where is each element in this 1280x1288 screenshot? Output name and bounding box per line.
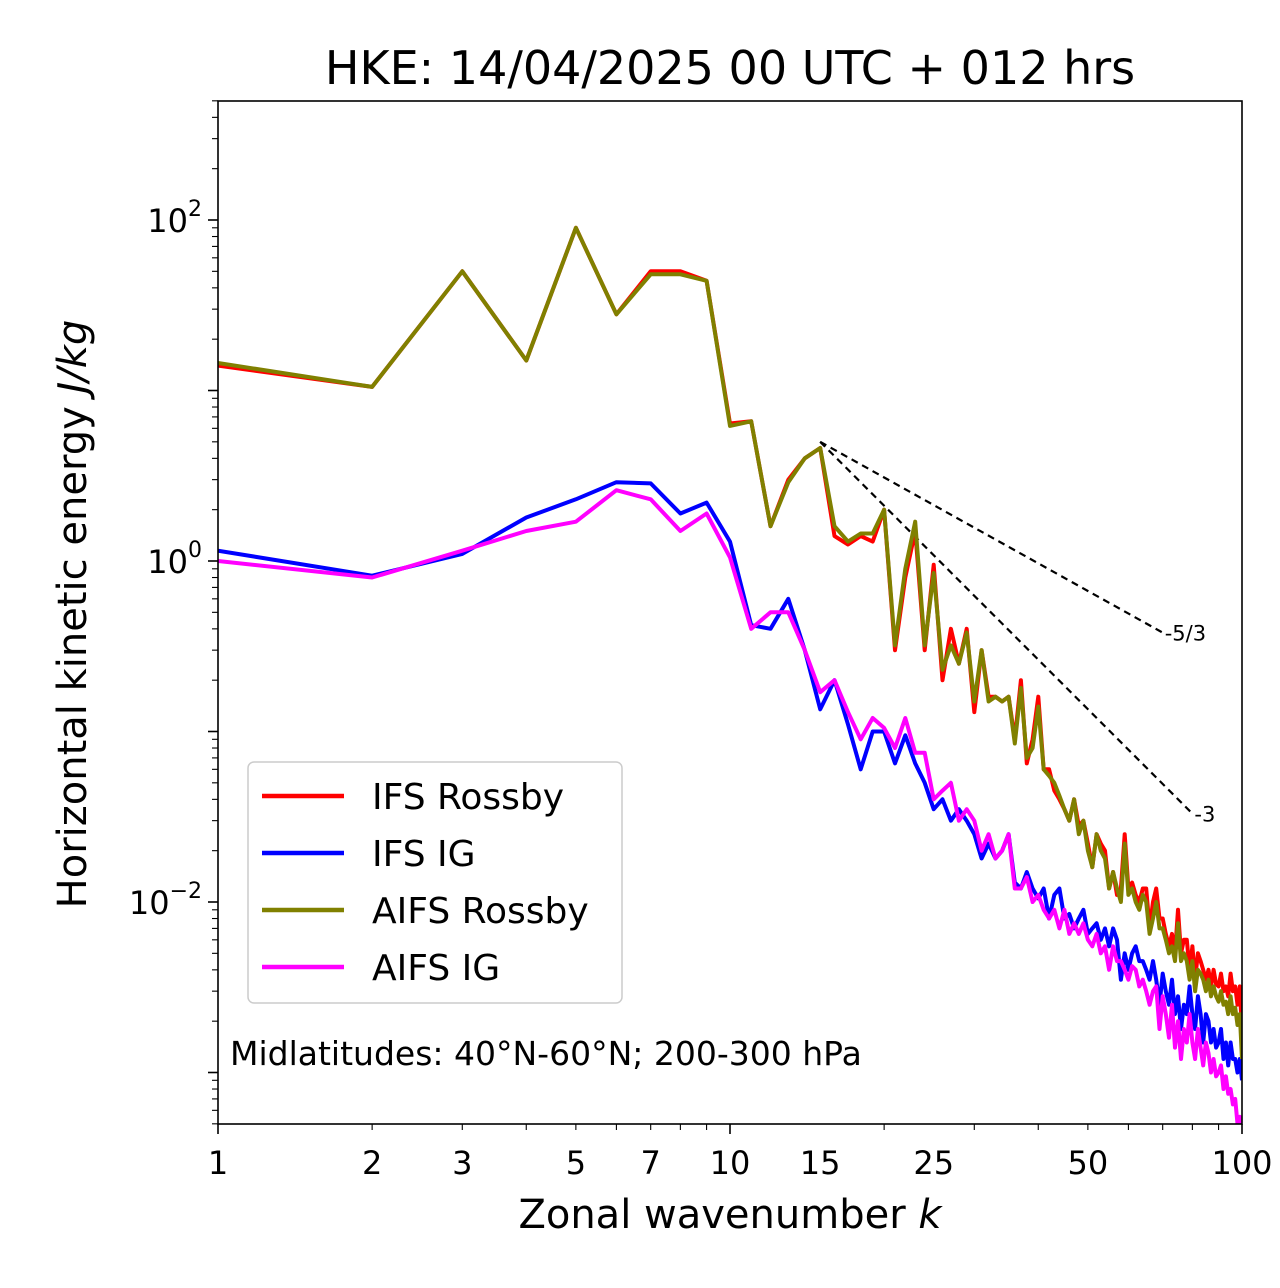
legend-label: IFS Rossby xyxy=(372,777,564,818)
legend-box xyxy=(247,761,623,1004)
legend-label: IFS IG xyxy=(372,834,476,875)
reference-slope-label: -3 xyxy=(1194,803,1215,827)
x-tick-label: 3 xyxy=(452,1144,472,1182)
x-tick-label: 100 xyxy=(1211,1144,1272,1182)
y-tick-labels: 102 100 10−2 xyxy=(129,197,202,922)
chart-title: HKE: 14/04/2025 00 UTC + 012 hrs xyxy=(325,41,1135,95)
series-line-aifs-rossby xyxy=(218,225,1242,1060)
y-tick-label: 100 xyxy=(147,538,202,581)
x-tick-label: 15 xyxy=(800,1144,841,1182)
x-axis-label: Zonal wavenumber k xyxy=(518,1192,943,1238)
y-axis-label-text: Horizontal kinetic energy xyxy=(50,406,96,908)
series-line-aifs-ig xyxy=(218,488,1242,1124)
plot-frame xyxy=(217,100,1243,1125)
x-axis-label-text: Zonal wavenumber xyxy=(518,1192,906,1238)
x-tick-label: 10 xyxy=(710,1144,751,1182)
series-line-ifs-ig xyxy=(218,480,1242,1081)
y-tick-label: 10−2 xyxy=(129,879,202,922)
y-axis-label-unit: J/kg xyxy=(50,320,96,401)
x-axis-label-symbol: k xyxy=(918,1192,943,1238)
legend: IFS Rossby IFS IG AIFS Rossby AIFS IG xyxy=(247,761,623,1004)
x-tick-label: 2 xyxy=(362,1144,382,1182)
series-lines xyxy=(218,225,1242,1124)
x-tick-label: 25 xyxy=(913,1144,954,1182)
reference-slope-line xyxy=(819,441,1194,815)
reference-lines xyxy=(819,440,1194,815)
x-tick-label: 5 xyxy=(566,1144,586,1182)
y-tick-label: 102 xyxy=(147,197,202,240)
x-tick-labels: 1 2 3 5 7 10 15 25 50 100 xyxy=(208,1144,1273,1182)
reference-slope-label: -5/3 xyxy=(1165,622,1206,646)
y-axis-label: Horizontal kinetic energy J/kg xyxy=(50,320,96,909)
legend-label: AIFS IG xyxy=(372,948,500,989)
axis-ticks xyxy=(208,100,1243,1134)
legend-label: AIFS Rossby xyxy=(372,891,589,932)
x-tick-label: 7 xyxy=(641,1144,661,1182)
x-tick-label: 1 xyxy=(208,1144,228,1182)
x-tick-label: 50 xyxy=(1068,1144,1109,1182)
region-annotation: Midlatitudes: 40°N-60°N; 200-300 hPa xyxy=(230,1034,862,1073)
reference-slope-line xyxy=(819,440,1164,634)
